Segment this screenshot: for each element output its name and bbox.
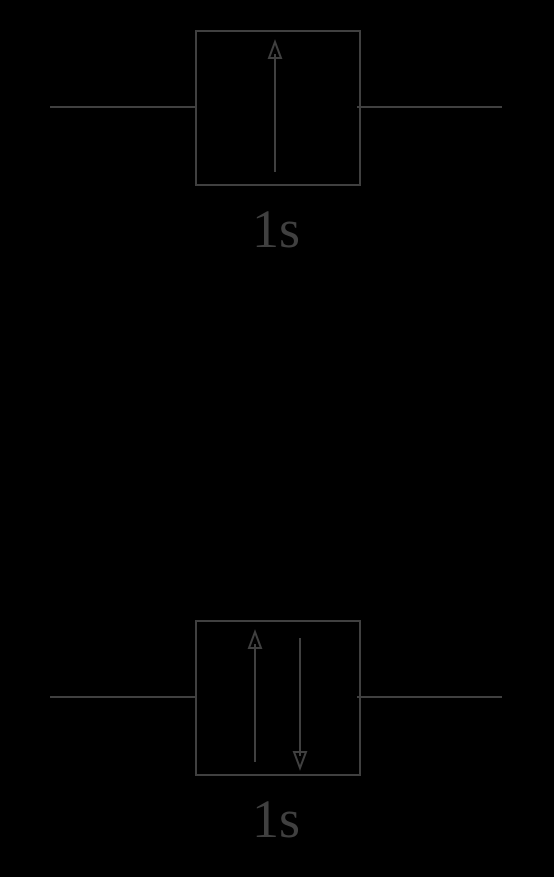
orbital-label-bottom: 1s [236, 788, 316, 850]
spin-down-arrow-bottom [0, 0, 554, 877]
